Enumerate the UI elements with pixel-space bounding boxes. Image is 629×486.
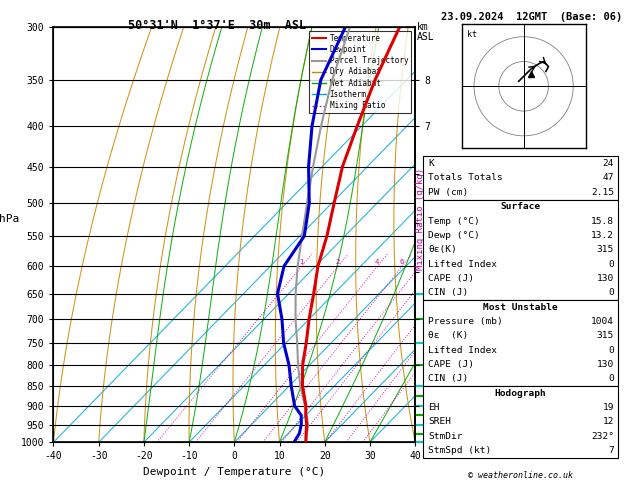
Text: 0: 0: [608, 260, 614, 269]
Text: kt: kt: [467, 30, 477, 39]
Text: 1004: 1004: [591, 317, 614, 326]
Text: CIN (J): CIN (J): [428, 288, 469, 297]
Text: Totals Totals: Totals Totals: [428, 174, 503, 183]
Text: Hodograph: Hodograph: [494, 388, 547, 398]
Text: km: km: [417, 22, 429, 32]
Text: 47: 47: [603, 174, 614, 183]
Text: 1: 1: [299, 259, 304, 264]
Text: 0: 0: [608, 374, 614, 383]
Text: © weatheronline.co.uk: © weatheronline.co.uk: [469, 471, 573, 480]
Text: θε(K): θε(K): [428, 245, 457, 254]
Text: 12: 12: [603, 417, 614, 426]
Text: 19: 19: [603, 403, 614, 412]
Text: CAPE (J): CAPE (J): [428, 360, 474, 369]
Text: 130: 130: [597, 360, 614, 369]
Text: 13.2: 13.2: [591, 231, 614, 240]
Text: 315: 315: [597, 245, 614, 254]
Text: 315: 315: [597, 331, 614, 340]
Text: EH: EH: [428, 403, 440, 412]
Text: 2: 2: [336, 259, 340, 264]
Text: 6: 6: [399, 259, 404, 264]
Text: 0: 0: [608, 346, 614, 355]
Text: Temp (°C): Temp (°C): [428, 216, 480, 226]
Text: CIN (J): CIN (J): [428, 374, 469, 383]
Text: LCL: LCL: [422, 424, 437, 434]
Text: 23.09.2024  12GMT  (Base: 06): 23.09.2024 12GMT (Base: 06): [441, 12, 622, 22]
Text: Lifted Index: Lifted Index: [428, 260, 498, 269]
Text: 130: 130: [597, 274, 614, 283]
Text: SREH: SREH: [428, 417, 452, 426]
Text: StmDir: StmDir: [428, 432, 463, 441]
Text: 4: 4: [375, 259, 379, 264]
Text: 7: 7: [608, 446, 614, 455]
Text: CAPE (J): CAPE (J): [428, 274, 474, 283]
Text: 50°31'N  1°37'E  30m  ASL: 50°31'N 1°37'E 30m ASL: [128, 19, 306, 33]
Text: Surface: Surface: [501, 202, 540, 211]
Text: 232°: 232°: [591, 432, 614, 441]
X-axis label: Dewpoint / Temperature (°C): Dewpoint / Temperature (°C): [143, 467, 325, 477]
Text: PW (cm): PW (cm): [428, 188, 469, 197]
Text: Dewp (°C): Dewp (°C): [428, 231, 480, 240]
Text: hPa: hPa: [0, 214, 19, 224]
Text: 15.8: 15.8: [591, 216, 614, 226]
Text: ASL: ASL: [417, 32, 435, 42]
Text: 0: 0: [608, 288, 614, 297]
Text: 2.15: 2.15: [591, 188, 614, 197]
Text: θε  (K): θε (K): [428, 331, 469, 340]
Text: 24: 24: [603, 159, 614, 168]
Text: Lifted Index: Lifted Index: [428, 346, 498, 355]
Text: StmSpd (kt): StmSpd (kt): [428, 446, 492, 455]
Text: Most Unstable: Most Unstable: [483, 302, 558, 312]
Legend: Temperature, Dewpoint, Parcel Trajectory, Dry Adiabat, Wet Adiabat, Isotherm, Mi: Temperature, Dewpoint, Parcel Trajectory…: [309, 31, 411, 113]
Text: Pressure (mb): Pressure (mb): [428, 317, 503, 326]
Text: Mixing Ratio (g/kg): Mixing Ratio (g/kg): [416, 168, 425, 270]
Text: K: K: [428, 159, 434, 168]
